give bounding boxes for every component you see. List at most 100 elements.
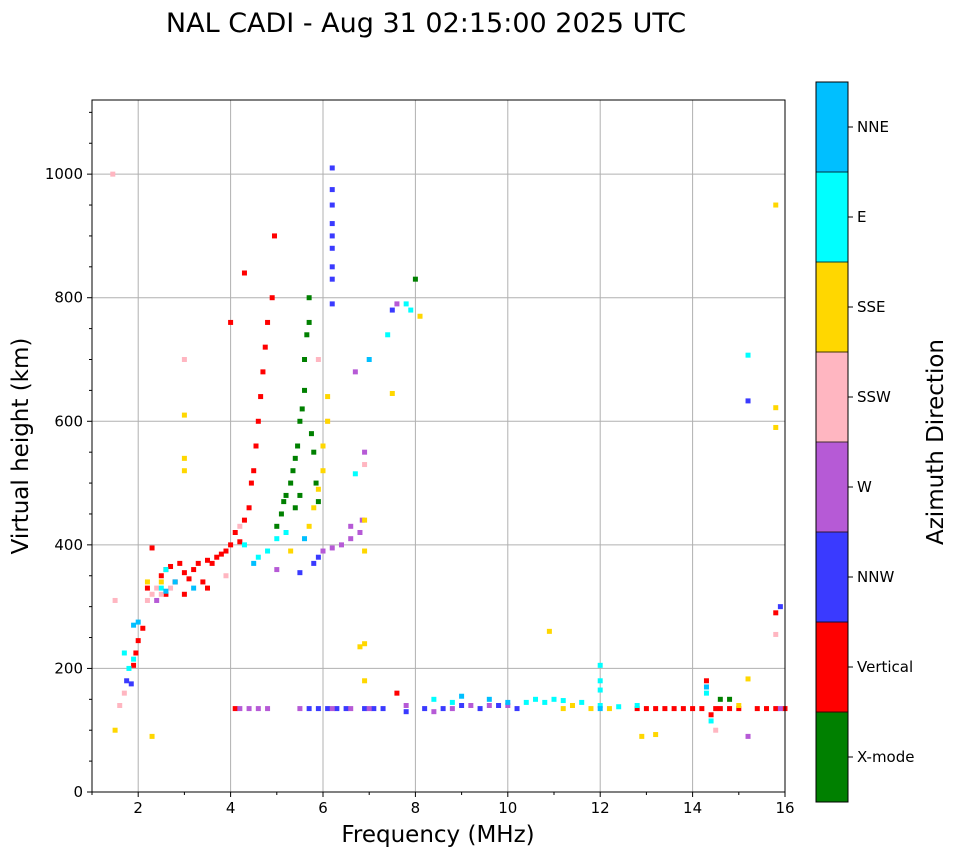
- data-point: [329, 233, 335, 239]
- data-point: [449, 706, 455, 712]
- data-point: [371, 706, 377, 712]
- data-point: [121, 690, 127, 696]
- data-point: [271, 233, 277, 239]
- data-point: [205, 585, 210, 591]
- y-tick-label: 800: [54, 289, 83, 307]
- data-point: [218, 551, 224, 557]
- data-point: [269, 295, 275, 301]
- data-point: [158, 585, 164, 591]
- data-point: [431, 696, 437, 702]
- series-nnw: [124, 165, 783, 715]
- data-point: [560, 706, 566, 712]
- data-point: [214, 554, 220, 560]
- data-point: [745, 733, 751, 739]
- data-point: [764, 706, 770, 712]
- data-point: [112, 597, 118, 603]
- data-point: [144, 597, 150, 603]
- data-point: [773, 405, 779, 411]
- data-point: [329, 165, 335, 171]
- data-point: [348, 523, 354, 529]
- data-point: [311, 449, 317, 455]
- colorbar-tick-label: SSE: [857, 298, 886, 316]
- data-point: [403, 709, 409, 715]
- colorbar-tick-label: Vertical: [857, 658, 913, 676]
- data-point: [149, 591, 155, 597]
- plot-area: [92, 100, 785, 792]
- y-axis-label: Virtual height (km): [8, 338, 34, 555]
- data-point: [362, 449, 368, 455]
- colorbar-tick-label: E: [857, 208, 866, 226]
- colorbar-segment: [816, 622, 848, 713]
- data-point: [329, 264, 335, 270]
- data-point: [773, 631, 779, 637]
- data-point: [412, 276, 418, 282]
- data-point: [131, 662, 137, 668]
- data-point: [306, 319, 312, 325]
- data-point: [265, 706, 271, 712]
- data-point: [486, 696, 492, 702]
- colorbar-label: Azimuth Direction: [923, 339, 949, 545]
- data-point: [295, 443, 301, 449]
- data-point: [237, 706, 243, 712]
- data-point: [131, 656, 137, 662]
- data-point: [634, 703, 640, 708]
- data-point: [343, 706, 349, 712]
- data-point: [569, 703, 575, 708]
- data-point: [754, 706, 760, 712]
- data-point: [459, 703, 465, 708]
- data-point: [251, 560, 257, 566]
- data-point: [228, 542, 234, 548]
- data-point: [727, 696, 733, 702]
- series-x-mode: [274, 276, 733, 702]
- x-tick-label: 2: [133, 799, 143, 817]
- data-point: [653, 732, 659, 738]
- data-point: [237, 523, 243, 529]
- data-point: [352, 369, 358, 375]
- colorbar-tick-label: X-mode: [857, 748, 914, 766]
- data-point: [362, 678, 368, 684]
- data-point: [292, 455, 298, 461]
- data-point: [352, 471, 358, 477]
- data-point: [329, 301, 335, 307]
- data-point: [248, 480, 254, 486]
- data-point: [708, 718, 714, 724]
- colorbar-segment: [816, 172, 848, 263]
- data-point: [329, 187, 335, 193]
- data-point: [306, 706, 312, 712]
- data-point: [773, 424, 779, 430]
- data-point: [315, 706, 321, 712]
- x-tick-label: 8: [411, 799, 421, 817]
- series-nne: [131, 357, 709, 712]
- data-point: [290, 468, 296, 474]
- data-point: [140, 625, 146, 631]
- data-point: [459, 693, 465, 699]
- data-point: [302, 536, 308, 542]
- data-point: [274, 567, 280, 573]
- data-point: [727, 706, 733, 712]
- data-point: [274, 536, 280, 542]
- data-point: [745, 352, 751, 358]
- data-point: [703, 684, 709, 690]
- colorbar-tick-label: W: [857, 478, 872, 496]
- data-point: [440, 706, 446, 712]
- data-point: [172, 579, 178, 585]
- data-point: [362, 548, 368, 554]
- data-point: [431, 709, 437, 715]
- data-point: [542, 699, 548, 705]
- data-point: [200, 579, 206, 585]
- data-point: [551, 696, 557, 702]
- colorbar-segment: [816, 712, 848, 803]
- data-point: [662, 706, 668, 712]
- data-point: [232, 530, 238, 535]
- data-marks: [110, 165, 788, 739]
- y-tick-label: 600: [54, 412, 83, 430]
- data-point: [128, 681, 134, 687]
- data-point: [505, 703, 511, 708]
- data-point: [389, 307, 395, 313]
- y-tick-label: 200: [54, 659, 83, 677]
- data-point: [486, 703, 492, 708]
- data-point: [403, 301, 409, 307]
- data-point: [348, 706, 354, 712]
- data-point: [514, 706, 520, 712]
